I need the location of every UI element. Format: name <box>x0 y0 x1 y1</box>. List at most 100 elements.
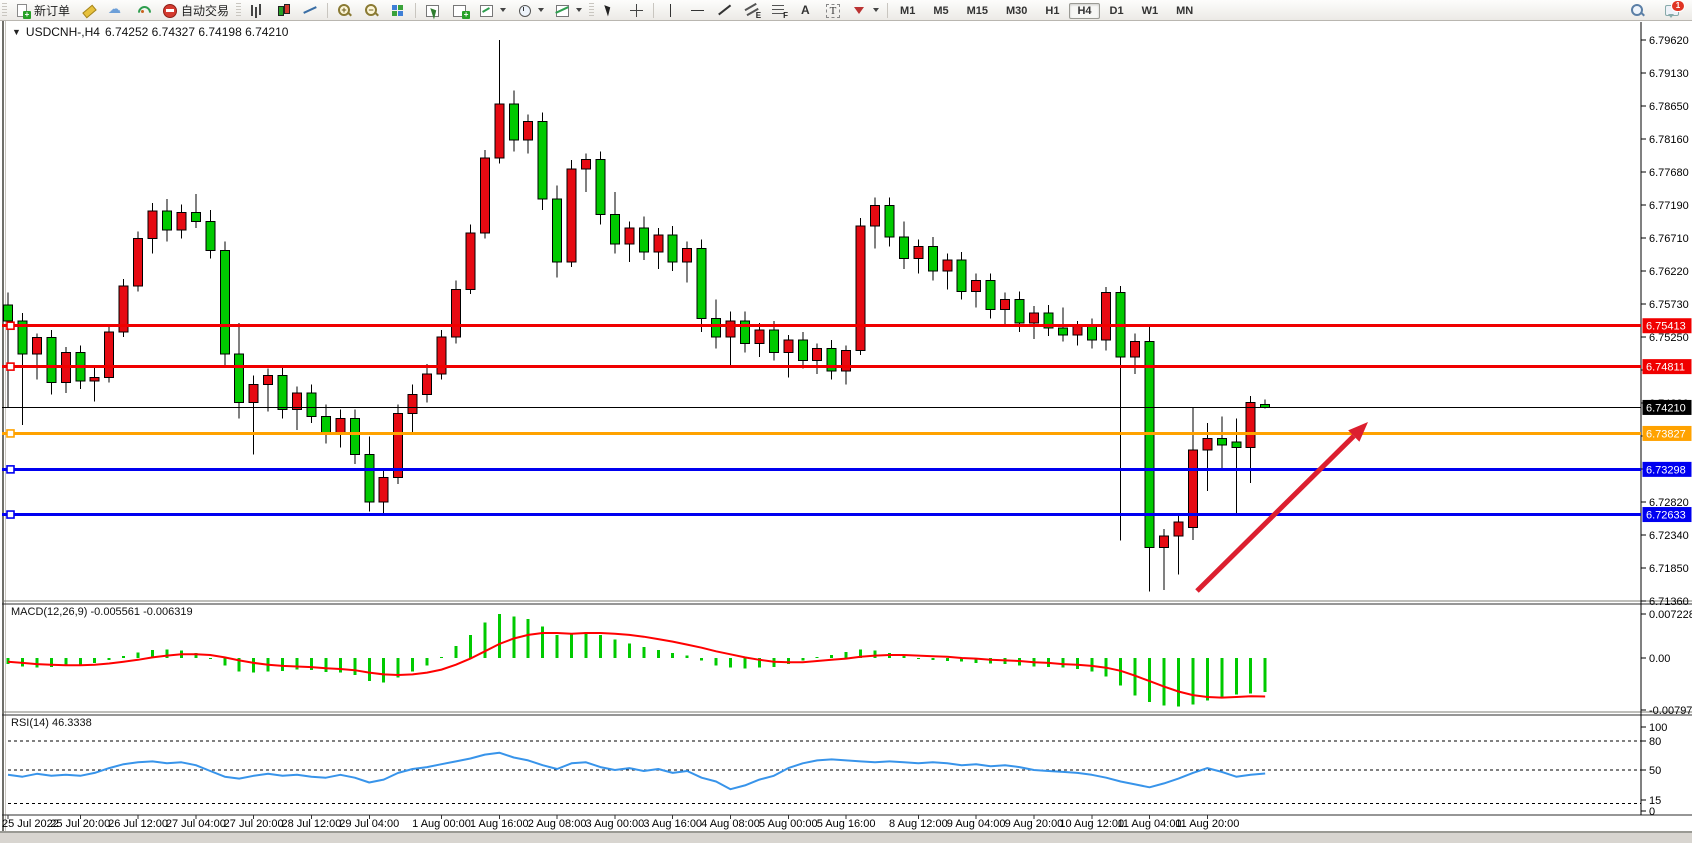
timeframe-button-H4[interactable]: H4 <box>1069 3 1099 19</box>
styles-button[interactable] <box>75 1 102 20</box>
candle-bear <box>668 235 677 262</box>
macd-signal-line <box>8 633 1265 698</box>
price-tick-label: 6.71360 <box>1649 596 1689 608</box>
trendline-button[interactable] <box>711 1 738 20</box>
macd-histogram-bar <box>686 656 689 658</box>
main-toolbar: + 新订单 ☁ 自动交易 + − + E F A T <box>0 0 1692 21</box>
line-chart-button[interactable] <box>297 1 324 20</box>
timeframe-button-M5[interactable]: M5 <box>925 3 956 19</box>
timeframe-button-W1[interactable]: W1 <box>1134 3 1167 19</box>
crosshair-button[interactable] <box>623 1 650 20</box>
macd-histogram-bar <box>585 632 588 658</box>
channel-button[interactable]: E <box>738 1 765 20</box>
timeframe-button-H1[interactable]: H1 <box>1037 3 1067 19</box>
rsi-axis-label: 50 <box>1649 765 1661 777</box>
candle-bear <box>206 221 215 250</box>
timeframe-button-M30[interactable]: M30 <box>998 3 1035 19</box>
macd-histogram-bar <box>671 653 674 658</box>
time-tick-label: 27 Jul 04:00 <box>166 818 226 830</box>
candle-bear <box>47 337 56 382</box>
macd-histogram-bar <box>426 658 429 665</box>
indicator-list-icon <box>554 3 571 18</box>
candle-bear <box>321 416 330 434</box>
candle-bull <box>177 213 186 231</box>
candle-bear <box>538 122 547 199</box>
text-label-button[interactable]: T <box>819 1 846 20</box>
price-tick-label: 6.71850 <box>1649 563 1689 575</box>
candle-bull <box>105 332 114 378</box>
autotrading-button[interactable]: 自动交易 <box>156 0 234 21</box>
timeframe-button-M15[interactable]: M15 <box>959 3 996 19</box>
trendline-icon <box>716 3 733 18</box>
auto-scroll-button[interactable]: + <box>446 1 473 20</box>
timeframe-button-MN[interactable]: MN <box>1168 3 1201 19</box>
candle-bull <box>683 249 692 263</box>
indicators-button[interactable] <box>549 1 587 20</box>
dropdown-arrow-icon <box>500 8 506 12</box>
equidistant-channel-icon: E <box>743 3 760 18</box>
candle-bear <box>220 251 229 354</box>
tile-windows-button[interactable] <box>385 1 412 20</box>
candle-bear <box>4 305 13 321</box>
community-button[interactable]: ☁ <box>102 1 129 20</box>
horizontal-line-button[interactable] <box>684 1 711 20</box>
macd-histogram-bar <box>79 658 82 665</box>
toolbar-grip[interactable] <box>236 3 241 17</box>
macd-histogram-bar <box>382 658 385 682</box>
toolbar-grip[interactable] <box>589 3 594 17</box>
macd-histogram-bar <box>310 658 313 670</box>
macd-histogram-bar <box>137 653 140 658</box>
line-anchor-handle[interactable] <box>7 430 14 437</box>
candle-bear <box>307 393 316 416</box>
cursor-button[interactable] <box>596 1 623 20</box>
candle-bull <box>813 348 822 360</box>
periods-button[interactable] <box>511 1 549 20</box>
toolbar-grip[interactable] <box>2 3 7 17</box>
line-anchor-handle[interactable] <box>7 466 14 473</box>
macd-histogram-bar <box>353 658 356 675</box>
candle-bull <box>32 337 41 353</box>
vertical-line-button[interactable] <box>657 1 684 20</box>
price-tick-label: 6.78160 <box>1649 134 1689 146</box>
candle-bull <box>408 395 417 414</box>
zoom-out-button[interactable]: − <box>358 1 385 20</box>
candle-bull <box>249 384 258 402</box>
notifications-button[interactable]: 1 <box>1659 1 1686 20</box>
vertical-line-icon <box>662 3 679 18</box>
signals-button[interactable] <box>129 1 156 20</box>
brush-icon <box>80 3 97 18</box>
time-tick-label: 8 Aug 12:00 <box>889 818 948 830</box>
chart-shift-button[interactable] <box>419 1 446 20</box>
bar-chart-button[interactable] <box>243 1 270 20</box>
macd-histogram-bar <box>642 647 645 658</box>
arrows-button[interactable] <box>846 1 884 20</box>
arrows-icon <box>851 3 868 18</box>
search-button[interactable] <box>1624 1 1651 20</box>
new-chart-button[interactable] <box>473 1 511 20</box>
macd-histogram-bar <box>931 658 934 660</box>
chart-menu-icon[interactable]: ▼ <box>12 27 21 37</box>
macd-histogram-bar <box>613 640 616 658</box>
line-anchor-handle[interactable] <box>7 322 14 329</box>
candlestick-chart-button[interactable] <box>270 1 297 20</box>
candle-bull <box>943 260 952 271</box>
macd-histogram-bar <box>570 634 573 658</box>
line-anchor-handle[interactable] <box>7 511 14 518</box>
macd-histogram-bar <box>1090 658 1093 671</box>
new-order-button[interactable]: + 新订单 <box>9 0 75 21</box>
candle-bull <box>726 321 735 337</box>
line-anchor-handle[interactable] <box>7 363 14 370</box>
timeframe-button-D1[interactable]: D1 <box>1102 3 1132 19</box>
fibonacci-button[interactable]: F <box>765 1 792 20</box>
rsi-axis-label: 0 <box>1649 806 1655 818</box>
macd-histogram-bar <box>1191 658 1194 704</box>
zoom-in-button[interactable]: + <box>331 1 358 20</box>
candle-bear <box>365 454 374 502</box>
timeframe-button-M1[interactable]: M1 <box>892 3 923 19</box>
time-tick-label: 1 Aug 16:00 <box>470 818 529 830</box>
text-button[interactable]: A <box>792 1 819 20</box>
